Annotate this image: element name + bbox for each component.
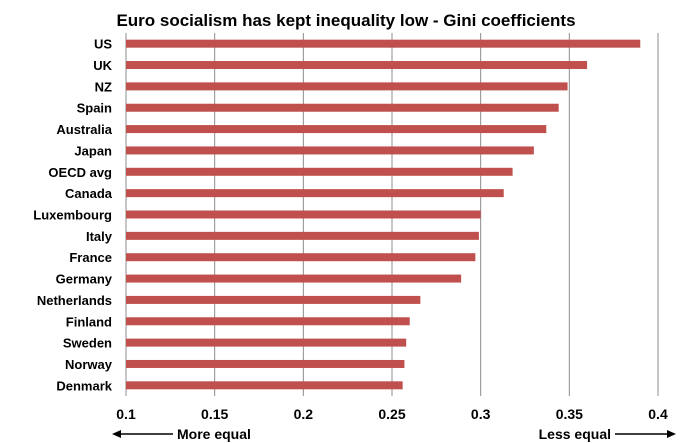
category-label: Spain [77, 101, 112, 116]
bar-norway [126, 359, 405, 368]
bar-finland [126, 317, 410, 326]
bar-netherlands [126, 295, 421, 304]
less-equal-label: Less equal [539, 426, 611, 442]
category-label: Finland [66, 314, 112, 329]
x-tick-label: 0.15 [201, 406, 228, 422]
more-equal-arrow-head [112, 430, 121, 438]
x-tick-label: 0.35 [556, 406, 583, 422]
category-label: Japan [74, 143, 112, 158]
x-tick-label: 0.2 [294, 406, 314, 422]
category-label: Italy [86, 229, 113, 244]
x-tick-label: 0.1 [116, 406, 136, 422]
less-equal-arrow-head [667, 430, 676, 438]
more-equal-label: More equal [177, 426, 251, 442]
category-label: Australia [56, 122, 112, 137]
bar-denmark [126, 381, 403, 390]
bars [126, 39, 641, 390]
category-label: Germany [56, 272, 113, 287]
category-label: Sweden [63, 336, 112, 351]
category-label: OECD avg [48, 165, 112, 180]
x-tick-label: 0.25 [378, 406, 405, 422]
x-tick-label: 0.3 [471, 406, 491, 422]
chart-title: Euro socialism has kept inequality low -… [116, 11, 575, 30]
category-label: US [94, 37, 112, 52]
bar-australia [126, 125, 547, 134]
category-label: Norway [65, 357, 113, 372]
bar-italy [126, 231, 479, 240]
category-label: Canada [65, 186, 113, 201]
category-labels: US UK NZ Spain Australia Japan OECD avg Canada L… [33, 37, 113, 394]
bar-nz [126, 82, 568, 91]
annotations: More equal Less equal [112, 426, 676, 442]
category-label: UK [93, 58, 112, 73]
category-label: France [69, 250, 112, 265]
category-label: Luxembourg [33, 208, 112, 223]
bar-oecd-avg [126, 167, 513, 176]
category-label: Netherlands [37, 293, 112, 308]
bar-canada [126, 189, 504, 198]
x-tick-labels: 0.1 0.15 0.2 0.25 0.3 0.35 0.4 [116, 406, 668, 422]
bar-spain [126, 103, 559, 112]
bar-germany [126, 274, 462, 283]
bar-japan [126, 146, 534, 155]
bar-france [126, 253, 476, 262]
x-tick-label: 0.4 [648, 406, 668, 422]
bar-sweden [126, 338, 407, 347]
bar-luxembourg [126, 210, 481, 219]
bar-us [126, 39, 641, 48]
bar-uk [126, 61, 588, 70]
category-label: NZ [95, 79, 112, 94]
category-label: Denmark [56, 378, 112, 393]
